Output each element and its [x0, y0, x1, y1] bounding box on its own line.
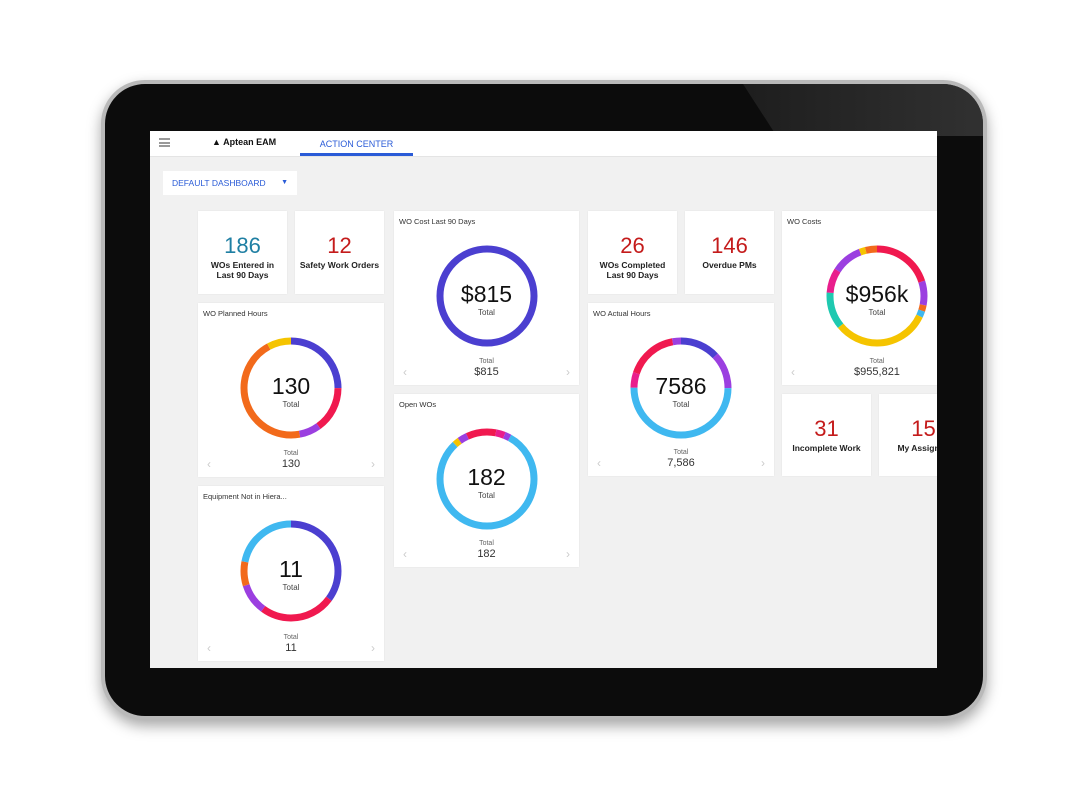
- footer-label: Total: [673, 449, 689, 456]
- dashboard-select[interactable]: DEFAULT DASHBOARD ▼: [163, 171, 297, 195]
- donut-segment: [240, 520, 342, 622]
- donut-chart: [826, 245, 928, 347]
- chevron-left-icon[interactable]: ‹: [403, 547, 407, 561]
- footer-value: $815: [474, 366, 499, 378]
- footer-label: Total: [283, 634, 299, 641]
- donut-segment: [240, 337, 342, 439]
- donut-chart: [436, 428, 537, 530]
- card-title: Open WOs: [399, 400, 437, 409]
- kpi-card[interactable]: 186 WOs Entered in Last 90 Days: [198, 211, 287, 294]
- kpi-value: 12: [327, 233, 352, 258]
- donut-card: Open WOs 182 Total Total 182 ‹ ›: [394, 394, 579, 567]
- menu-icon[interactable]: [159, 138, 170, 147]
- chevron-left-icon[interactable]: ‹: [207, 457, 211, 471]
- chevron-right-icon[interactable]: ›: [566, 365, 570, 379]
- card-title: WO Actual Hours: [593, 309, 651, 318]
- kpi-label: WOs Completed Last 90 Days: [599, 260, 666, 280]
- donut-segment: [826, 245, 928, 347]
- donut-chart: [240, 337, 342, 439]
- footer-label: Total: [479, 540, 494, 547]
- donut-segment: [436, 428, 537, 530]
- kpi-value: 146: [711, 233, 748, 258]
- chevron-left-icon[interactable]: ‹: [207, 641, 211, 655]
- dashboard-select-value: DEFAULT DASHBOARD: [172, 178, 266, 188]
- card-title: WO Planned Hours: [203, 309, 268, 318]
- donut-center-label: Total: [478, 308, 495, 317]
- kpi-value: 31: [814, 416, 839, 441]
- kpi-value: 26: [620, 233, 645, 258]
- footer-value: $955,821: [854, 366, 900, 378]
- donut-center-value: $815: [460, 281, 513, 307]
- kpi-label: Overdue PMs: [702, 260, 757, 270]
- card-title: WO Costs: [787, 217, 822, 226]
- donut-chart: [630, 337, 732, 439]
- kpi-card[interactable]: 146 Overdue PMs: [685, 211, 774, 294]
- donut-center-label: Total: [672, 400, 690, 409]
- chevron-down-icon: ▼: [281, 179, 288, 186]
- donut-chart: [436, 245, 537, 347]
- logo-text: Aptean EAM: [223, 137, 277, 147]
- donut-segment: [630, 337, 732, 439]
- card-title: WO Cost Last 90 Days: [399, 217, 476, 226]
- donut-segment: [240, 520, 342, 622]
- app-logo: ▲ Aptean EAM: [212, 137, 277, 147]
- kpi-label: My Assigned: [897, 443, 937, 453]
- donut-segment: [826, 245, 928, 347]
- donut-segment: [436, 428, 537, 530]
- donut-center-value: 182: [467, 464, 506, 490]
- chevron-right-icon[interactable]: ›: [761, 456, 765, 470]
- footer-value: 130: [281, 458, 301, 470]
- kpi-label: Safety Work Orders: [299, 260, 380, 270]
- footer-label: Total: [479, 358, 494, 365]
- footer-label: Total: [869, 358, 885, 365]
- kpi-value: 186: [224, 233, 261, 258]
- donut-card: WO Costs $956k Total Total $955,821 ‹ ›: [782, 211, 937, 385]
- donut-segment: [826, 245, 928, 347]
- donut-center-label: Total: [478, 491, 495, 500]
- donut-segment: [436, 245, 537, 347]
- donut-chart: [240, 520, 342, 622]
- donut-center-value: 7586: [655, 373, 707, 399]
- donut-center-value: 11: [279, 556, 303, 582]
- chevron-right-icon[interactable]: ›: [566, 547, 570, 561]
- kpi-value: 15: [911, 416, 936, 441]
- kpi-card[interactable]: 15 My Assigned: [879, 394, 937, 476]
- chevron-left-icon[interactable]: ‹: [791, 365, 795, 379]
- donut-segment: [826, 245, 928, 347]
- app-screen: ▲ Aptean EAM ACTION CENTER DEFAULT DASHB…: [150, 131, 937, 668]
- glare: [743, 84, 983, 136]
- card-title: Equipment Not in Hiera...: [203, 492, 287, 501]
- footer-value: 7,586: [667, 457, 695, 469]
- donut-center-value: $956k: [845, 281, 909, 307]
- top-bar: ▲ Aptean EAM ACTION CENTER: [150, 131, 937, 157]
- kpi-label: WOs Entered in Last 90 Days: [210, 260, 275, 280]
- footer-value: 11: [285, 642, 297, 654]
- donut-center-value: 130: [271, 373, 311, 399]
- footer-value: 182: [477, 548, 496, 560]
- kpi-label: Incomplete Work: [792, 443, 861, 453]
- donut-card: WO Actual Hours 7586 Total Total 7,586 ‹…: [588, 303, 774, 476]
- donut-card: WO Cost Last 90 Days $815 Total Total $8…: [394, 211, 579, 385]
- donut-center-label: Total: [868, 308, 886, 317]
- tab-action-center[interactable]: ACTION CENTER: [300, 131, 413, 156]
- chevron-right-icon[interactable]: ›: [371, 641, 375, 655]
- donut-segment: [240, 337, 342, 439]
- donut-center-label: Total: [282, 583, 300, 592]
- donut-card: Equipment Not in Hiera... 11 Total Total…: [198, 486, 384, 661]
- donut-center-label: Total: [282, 400, 300, 409]
- kpi-card[interactable]: 31 Incomplete Work: [782, 394, 871, 476]
- chevron-left-icon[interactable]: ‹: [597, 456, 601, 470]
- kpi-card[interactable]: 26 WOs Completed Last 90 Days: [588, 211, 677, 294]
- footer-label: Total: [283, 450, 299, 457]
- donut-segment: [630, 337, 732, 439]
- chevron-right-icon[interactable]: ›: [371, 457, 375, 471]
- donut-card: WO Planned Hours 130 Total Total 130 ‹ ›: [198, 303, 384, 477]
- donut-segment: [630, 337, 732, 439]
- kpi-card[interactable]: 12 Safety Work Orders: [295, 211, 384, 294]
- chevron-left-icon[interactable]: ‹: [403, 365, 407, 379]
- donut-segment: [240, 520, 342, 622]
